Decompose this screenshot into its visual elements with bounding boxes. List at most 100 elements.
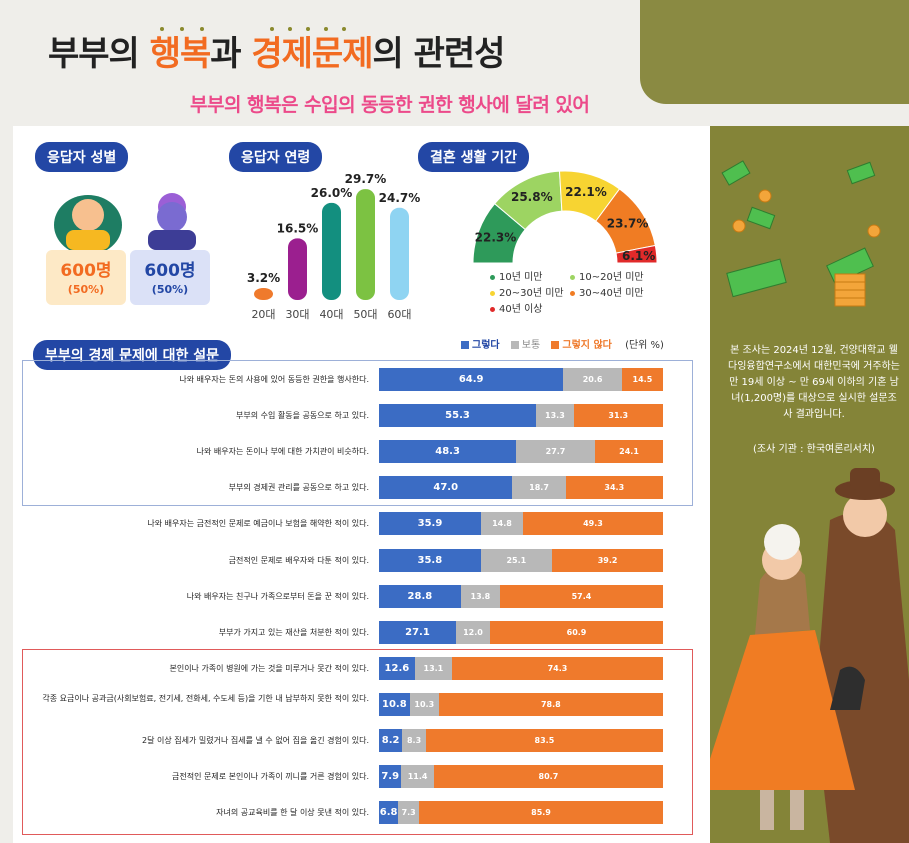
legend-text: 10년 미만 <box>499 272 543 283</box>
survey-bar-segment: 57.4 <box>499 584 663 608</box>
age-bar-label: 3.2% <box>247 271 280 285</box>
survey-bar-segment: 47.0 <box>379 476 513 500</box>
legend-swatch <box>510 341 519 349</box>
male-count: 600명 <box>144 261 196 281</box>
marriage-slice-label: 6.1% <box>622 249 655 263</box>
survey-bar-segment: 7.3 <box>398 801 420 825</box>
survey-bar-segment: 8.2 <box>379 729 403 752</box>
marriage-slice-label: 22.3% <box>475 231 517 245</box>
survey-bar-segment: 48.3 <box>379 440 517 464</box>
survey-row-bar: 35.9 14.8 49.3 <box>379 512 663 536</box>
survey-bar-segment: 27.7 <box>516 440 595 464</box>
survey-row-bar: 64.9 20.6 14.5 <box>379 368 663 391</box>
marriage-legend-item: 10~20년 미만 <box>570 268 644 283</box>
survey-bar-segment: 55.3 <box>379 404 537 428</box>
legend-dot <box>570 274 575 280</box>
survey-row-label: 나와 배우자는 돈이나 부에 대한 가치관이 비슷하다. <box>196 447 369 457</box>
marriage-slice <box>615 244 658 264</box>
survey-bar-segment: 8.3 <box>402 729 426 752</box>
survey-bar-segment: 20.6 <box>563 368 622 391</box>
title-dots-right <box>270 16 360 35</box>
survey-bar-segment: 13.8 <box>460 584 500 608</box>
legend-dot <box>490 274 495 280</box>
survey-row-bar: 27.1 12.0 60.9 <box>379 620 663 644</box>
legend-swatch <box>461 341 469 349</box>
elderly-couple-illustration <box>700 468 909 843</box>
age-bar <box>322 202 341 300</box>
survey-row-label: 나와 배우자는 돈의 사용에 있어 동등한 권한을 행사한다. <box>179 375 369 384</box>
survey-row-label: 2달 이상 집세가 밀렸거나 집세를 낼 수 없어 집을 옮긴 경험이 있다. <box>142 736 369 745</box>
male-avatar-icon <box>148 193 196 250</box>
survey-row-bar: 7.9 11.4 80.7 <box>379 765 663 789</box>
age-bar-label: 26.0% <box>311 186 353 200</box>
survey-bar-segment: 12.0 <box>455 620 491 644</box>
survey-bar-segment: 34.3 <box>565 476 663 500</box>
page-subtitle: 부부의 행복은 수입의 동등한 권한 행사에 달려 있어 <box>190 94 590 116</box>
legend-label-yes: 그렇다 <box>472 340 500 351</box>
male-pct: (50%) <box>151 283 189 296</box>
survey-source: (조사 기관 : 한국여론리서치) <box>753 444 875 455</box>
section-age-pill: 응답자 연령 <box>229 142 323 172</box>
survey-bar-segment: 6.8 <box>379 801 399 825</box>
survey-row-bar: 35.8 25.1 39.2 <box>379 548 664 572</box>
legend-label-neutral: 보통 <box>521 340 541 351</box>
legend-dot <box>490 306 495 312</box>
survey-bar-segment: 18.7 <box>512 476 566 500</box>
age-bar-label: 29.7% <box>345 172 387 186</box>
marriage-legend-item: 20~30년 미만 <box>490 284 564 299</box>
age-bar-label: 24.7% <box>379 191 420 205</box>
age-bar <box>254 288 273 300</box>
survey-row-bar: 48.3 27.7 24.1 <box>379 440 664 464</box>
survey-bar-segment: 13.3 <box>536 404 574 428</box>
survey-bar-segment: 78.8 <box>438 692 663 716</box>
survey-row-bar: 47.0 18.7 34.3 <box>379 476 663 500</box>
survey-bar-segment: 39.2 <box>551 548 664 572</box>
legend-text: 10~20년 미만 <box>579 272 644 283</box>
age-category-label: 60대 <box>387 308 411 321</box>
survey-legend: 그렇다 보통 그렇지 않다 (단위 %) <box>453 336 664 351</box>
marriage-legend-item: 30~40년 미만 <box>570 284 644 299</box>
age-bar <box>356 189 375 300</box>
survey-row-bar: 8.2 8.3 83.5 <box>379 729 663 752</box>
survey-bar-segment: 83.5 <box>425 729 663 752</box>
survey-bar-segment: 64.9 <box>379 368 564 391</box>
survey-row-label: 금전적인 문제로 본인이나 가족이 끼니를 거른 경험이 있다. <box>172 772 369 782</box>
marriage-legend-item: 10년 미만 <box>490 268 543 283</box>
survey-bar-segment: 24.1 <box>594 440 664 464</box>
age-bar <box>288 238 307 300</box>
survey-row-bar: 6.8 7.3 85.9 <box>379 801 663 825</box>
legend-dot <box>570 290 575 296</box>
female-avatar-icon <box>54 195 122 250</box>
legend-swatch <box>551 341 560 349</box>
section-marriage-pill: 결혼 생활 기간 <box>418 142 530 172</box>
legend-unit: (단위 %) <box>625 340 664 351</box>
survey-bar-segment: 10.8 <box>379 692 410 716</box>
legend-dot <box>490 290 495 296</box>
survey-bar-segment: 12.6 <box>379 656 415 680</box>
survey-bar-segment: 11.4 <box>401 765 434 789</box>
marriage-slice-label: 23.7% <box>607 216 649 230</box>
legend-label-no: 그렇지 않다 <box>562 340 612 351</box>
header-olive-tab <box>640 0 909 104</box>
survey-bar-segment: 31.3 <box>573 404 663 428</box>
marriage-donut-chart: 22.3% 25.8% 22.1% 23.7% 6.1% <box>472 170 658 264</box>
survey-bar-segment: 85.9 <box>419 801 663 825</box>
survey-bar-segment: 35.9 <box>379 512 481 536</box>
age-bar <box>390 207 409 300</box>
title-part: 부부의 <box>48 34 150 74</box>
age-category-label: 50대 <box>353 308 377 321</box>
survey-bar-segment: 27.1 <box>379 620 456 644</box>
survey-row-bar: 28.8 13.8 57.4 <box>379 584 663 608</box>
page-title: 부부의 행복과 경제문제의 관련성 <box>48 26 505 75</box>
survey-bar-segment: 14.5 <box>621 368 663 391</box>
female-pct: (50%) <box>67 283 105 296</box>
survey-bar-segment: 74.3 <box>451 656 663 680</box>
age-category-label: 30대 <box>285 308 309 321</box>
survey-row-bar: 12.6 13.1 74.3 <box>379 656 663 680</box>
legend-text: 30~40년 미만 <box>579 288 644 299</box>
section-gender-pill: 응답자 성별 <box>35 142 129 172</box>
survey-row-label: 각종 요금이나 공과금(사회보험료, 전기세, 전화세, 수도세 등)을 기한 … <box>42 693 369 703</box>
title-accent: 행복 <box>149 34 212 74</box>
survey-bar-segment: 80.7 <box>433 765 663 789</box>
survey-row-label: 나와 배우자는 금전적인 문제로 예금이나 보험을 해약한 적이 있다. <box>147 519 369 529</box>
